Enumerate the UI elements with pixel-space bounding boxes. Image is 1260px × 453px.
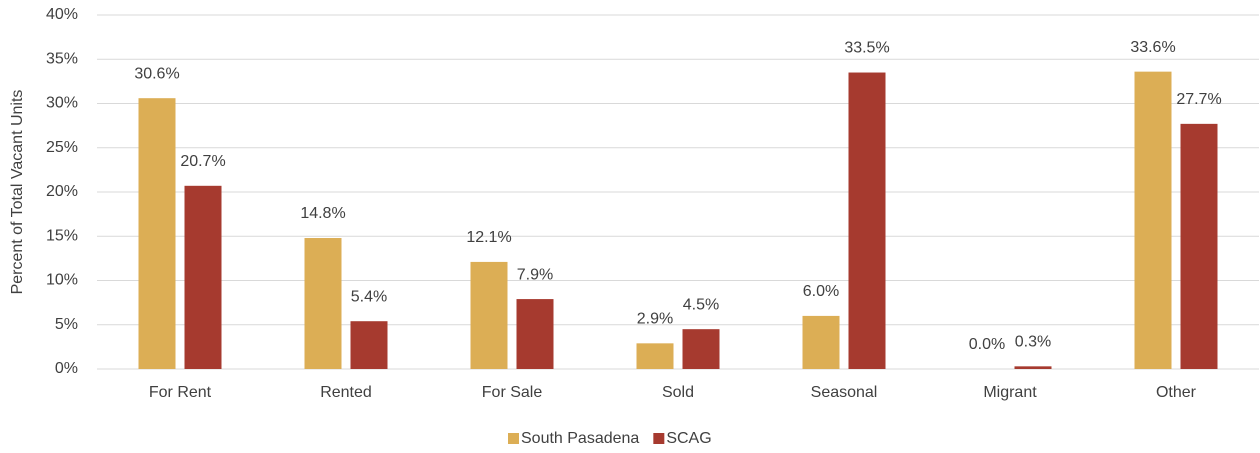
- data-label: 14.8%: [300, 205, 345, 222]
- x-tick-label: For Rent: [149, 384, 212, 401]
- data-label: 0.0%: [969, 336, 1005, 353]
- y-tick-label: 40%: [46, 6, 78, 23]
- bar: [682, 329, 720, 369]
- bar: [470, 261, 508, 369]
- x-tick-label: Seasonal: [811, 384, 878, 401]
- bar: [350, 321, 388, 369]
- bar: [184, 185, 222, 369]
- x-tick-label: Sold: [662, 384, 694, 401]
- data-label: 0.3%: [1015, 334, 1051, 351]
- y-tick-label: 30%: [46, 95, 78, 112]
- bar: [848, 72, 886, 370]
- y-tick-label: 35%: [46, 50, 78, 67]
- data-label: 27.7%: [1176, 91, 1221, 108]
- bar: [1180, 123, 1218, 369]
- bar: [636, 343, 674, 369]
- bar: [138, 98, 176, 369]
- data-label: 12.1%: [466, 229, 511, 246]
- y-tick-label: 25%: [46, 139, 78, 156]
- bar: [304, 238, 342, 369]
- y-tick-label: 5%: [55, 316, 78, 333]
- legend-label: South Pasadena: [521, 430, 639, 447]
- data-label: 5.4%: [351, 288, 387, 305]
- y-tick-label: 10%: [46, 272, 78, 289]
- data-label: 7.9%: [517, 266, 553, 283]
- legend-swatch: [508, 433, 519, 444]
- bar: [516, 299, 554, 369]
- y-tick-label: 0%: [55, 360, 78, 377]
- bar: [802, 315, 840, 369]
- legend-swatch: [653, 433, 665, 444]
- data-label: 33.6%: [1130, 39, 1175, 56]
- bar: [1134, 71, 1172, 369]
- legend-label: SCAG: [666, 430, 711, 447]
- data-label: 20.7%: [180, 153, 225, 170]
- y-tick-label: 15%: [46, 227, 78, 244]
- x-tick-label: For Sale: [482, 384, 543, 401]
- x-tick-label: Migrant: [983, 384, 1037, 401]
- x-tick-label: Other: [1156, 384, 1197, 401]
- x-tick-label: Rented: [320, 384, 372, 401]
- data-label: 2.9%: [637, 311, 673, 328]
- y-axis-label: Percent of Total Vacant Units: [9, 90, 26, 295]
- data-label: 33.5%: [844, 40, 889, 57]
- y-tick-label: 20%: [46, 183, 78, 200]
- bar: [1014, 366, 1052, 369]
- data-label: 30.6%: [134, 65, 179, 82]
- data-label: 6.0%: [803, 283, 839, 300]
- data-label: 4.5%: [683, 296, 719, 313]
